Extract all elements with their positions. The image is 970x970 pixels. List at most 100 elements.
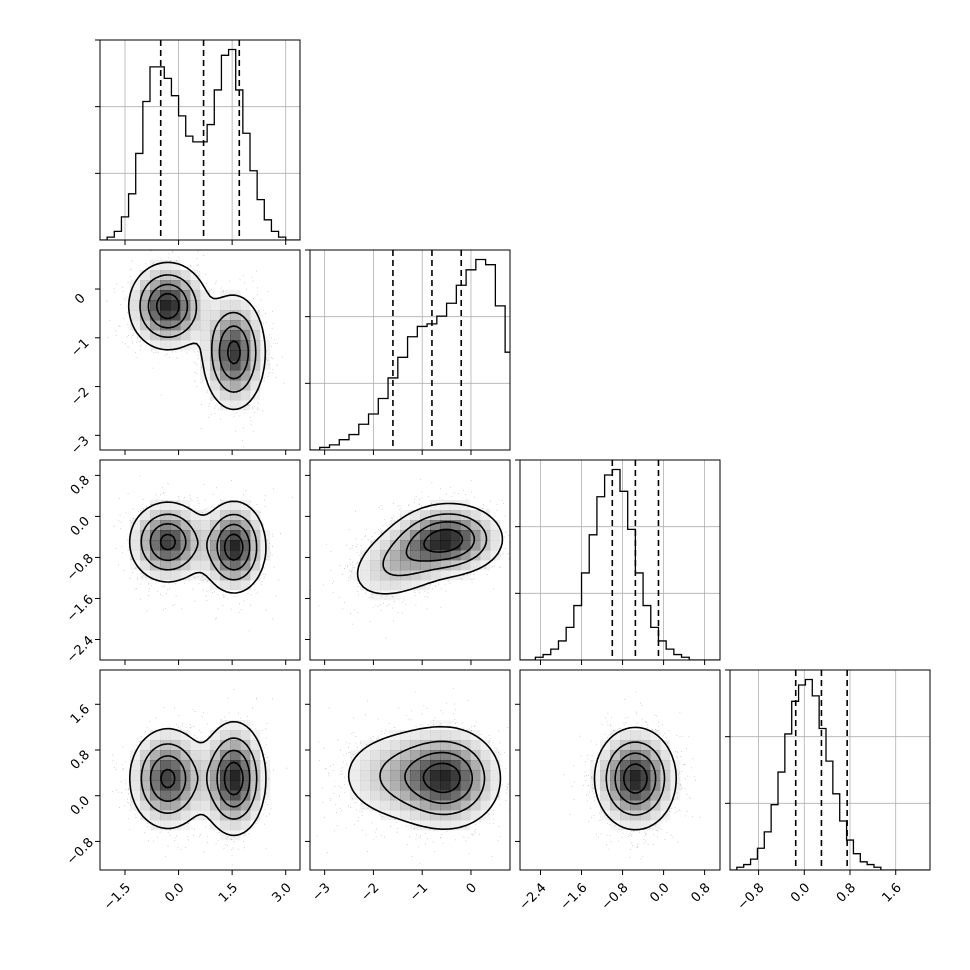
density-cell [400, 540, 411, 551]
hist-frame [99, 39, 301, 241]
density-cell [620, 820, 631, 831]
density-cell [200, 560, 211, 571]
density-cell [420, 820, 431, 831]
density-cell [480, 780, 491, 791]
density-cell [140, 290, 151, 301]
density-cell [190, 330, 201, 341]
scatter-panel-0-3: −1.5 0.0 1.5 3.0 −0.8 0.0 0.8 1.6 [64, 669, 301, 913]
density-cell [210, 320, 221, 331]
density-layer [310, 479, 510, 639]
density-cell [180, 270, 191, 281]
density-cell [240, 360, 251, 371]
density-cell [390, 590, 401, 601]
scatter-ytick-label: 0.0 [68, 514, 93, 539]
density-cell [460, 800, 471, 811]
hist-xtick-label: −0.8 [735, 880, 768, 913]
density-cell [390, 520, 401, 531]
density-cell [250, 770, 261, 781]
density-cell [630, 730, 641, 741]
density-cell [190, 550, 201, 561]
density-cell [390, 530, 401, 541]
density-cell [430, 770, 441, 781]
density-cell [390, 800, 401, 811]
density-cell [210, 360, 221, 371]
density-cell [180, 740, 191, 751]
density-cell [390, 760, 401, 771]
density-cell [440, 570, 451, 581]
density-cell [600, 810, 611, 821]
density-cell [150, 730, 161, 741]
density-cell [640, 760, 651, 771]
density-cell [430, 740, 441, 751]
density-cell [390, 810, 401, 821]
density-cell [230, 720, 241, 731]
density-cell [400, 580, 411, 591]
scatter-frame [309, 669, 511, 871]
density-cell [200, 520, 211, 531]
contour-line [404, 751, 473, 805]
density-cell [630, 750, 641, 761]
density-cell [350, 760, 361, 771]
density-cell [130, 780, 141, 791]
density-cell [230, 330, 241, 341]
density-cell [230, 310, 241, 321]
density-cell [230, 340, 241, 351]
density-cell [230, 560, 241, 571]
density-cell [240, 790, 251, 801]
density-cell [460, 530, 471, 541]
density-cell [250, 570, 261, 581]
density-cell [470, 510, 481, 521]
scatter-ytick-label: 0.0 [68, 793, 93, 818]
density-cell [370, 770, 381, 781]
density-cell [420, 520, 431, 531]
density-cell [480, 510, 491, 521]
density-cell [240, 350, 251, 361]
density-cell [400, 810, 411, 821]
density-cell [240, 770, 251, 781]
density-cell [240, 380, 251, 391]
contour-line [614, 752, 657, 805]
density-cell [480, 760, 491, 771]
density-cell [230, 790, 241, 801]
density-cell [450, 550, 461, 561]
density-cell [370, 580, 381, 591]
density-cell [140, 280, 151, 291]
density-cell [450, 520, 461, 531]
density-cell [440, 540, 451, 551]
density-cell [230, 770, 241, 781]
density-cell [630, 740, 641, 751]
density-cell [160, 760, 171, 771]
density-cell [190, 760, 201, 771]
density-cell [200, 300, 211, 311]
density-cell [410, 740, 421, 751]
density-cell [150, 740, 161, 751]
density-cell [210, 380, 221, 391]
density-cell [400, 530, 411, 541]
density-cell [130, 320, 141, 331]
density-cell [460, 520, 471, 531]
density-cell [370, 570, 381, 581]
density-cell [150, 770, 161, 781]
density-cell [240, 580, 251, 591]
density-cell [660, 790, 671, 801]
density-cell [640, 770, 651, 781]
density-cell [430, 790, 441, 801]
density-cell [160, 540, 171, 551]
density-cell [180, 340, 191, 351]
density-cell [250, 740, 261, 751]
density-cell [490, 760, 501, 771]
density-cell [200, 790, 211, 801]
density-cell [610, 740, 621, 751]
density-cell [410, 520, 421, 531]
density-cell [210, 740, 221, 751]
density-cell [350, 770, 361, 781]
density-cell [220, 530, 231, 541]
density-cell [440, 780, 451, 791]
density-cell [480, 770, 491, 781]
density-cell [380, 790, 391, 801]
density-cell [230, 730, 241, 741]
contour-line [605, 741, 666, 816]
density-cell [190, 340, 201, 351]
density-cell [430, 550, 441, 561]
density-cell [450, 570, 461, 581]
